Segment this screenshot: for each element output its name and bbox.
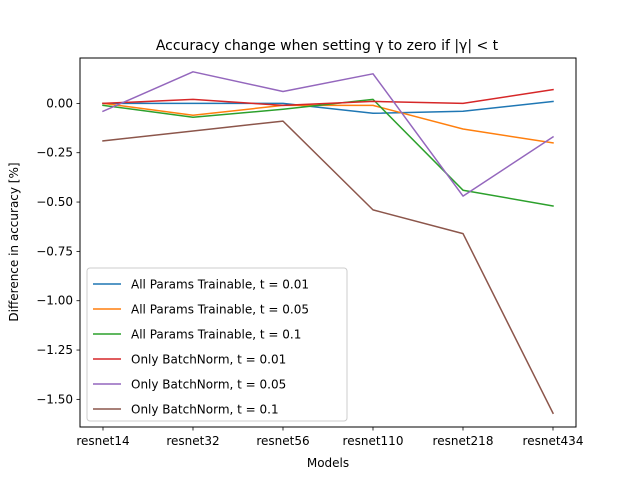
series-line-1 xyxy=(102,100,554,115)
y-tick-label: 0.00 xyxy=(46,96,73,110)
y-axis: 0.00 −0.25 −0.50 −0.75 −1.00 −1.25 −1.50 xyxy=(36,96,80,406)
series-line-2 xyxy=(102,102,554,144)
legend-label: All Params Trainable, t = 0.1 xyxy=(131,328,301,342)
series-line-3 xyxy=(102,98,554,207)
legend: All Params Trainable, t = 0.01 All Params… xyxy=(86,267,348,422)
legend-label: All Params Trainable, t = 0.01 xyxy=(131,278,309,292)
plot-frame xyxy=(79,57,577,428)
series-line-5 xyxy=(102,71,555,197)
x-tick-label: resnet110 xyxy=(343,434,404,448)
x-tick-label: resnet32 xyxy=(166,434,219,448)
x-tick-label: resnet218 xyxy=(433,434,494,448)
chart-title: Accuracy change when setting γ to zero i… xyxy=(156,38,499,54)
y-tick-label: −0.25 xyxy=(36,146,73,160)
series-line-4 xyxy=(102,88,554,107)
legend-box xyxy=(86,267,348,422)
series-line-6 xyxy=(102,120,555,415)
y-tick-label: −0.75 xyxy=(36,244,73,258)
plot-area xyxy=(102,71,555,415)
legend-label: Only BatchNorm, t = 0.1 xyxy=(131,403,279,417)
y-axis-label: Difference in accuracy [%] xyxy=(7,162,21,321)
y-tick-label: −1.00 xyxy=(36,294,73,308)
legend-label: All Params Trainable, t = 0.05 xyxy=(131,303,309,317)
legend-label: Only BatchNorm, t = 0.01 xyxy=(131,353,286,367)
x-axis-label: Models xyxy=(307,456,349,470)
legend-label: Only BatchNorm, t = 0.05 xyxy=(131,378,286,392)
y-tick-label: −0.50 xyxy=(36,195,73,209)
x-tick-label: resnet14 xyxy=(76,434,129,448)
x-tick-label: resnet434 xyxy=(523,434,584,448)
y-tick-label: −1.25 xyxy=(36,343,73,357)
x-tick-label: resnet56 xyxy=(256,434,309,448)
y-tick-label: −1.50 xyxy=(36,392,73,406)
x-axis: resnet14 resnet32 resnet56 resnet110 resnet2… xyxy=(76,427,583,448)
